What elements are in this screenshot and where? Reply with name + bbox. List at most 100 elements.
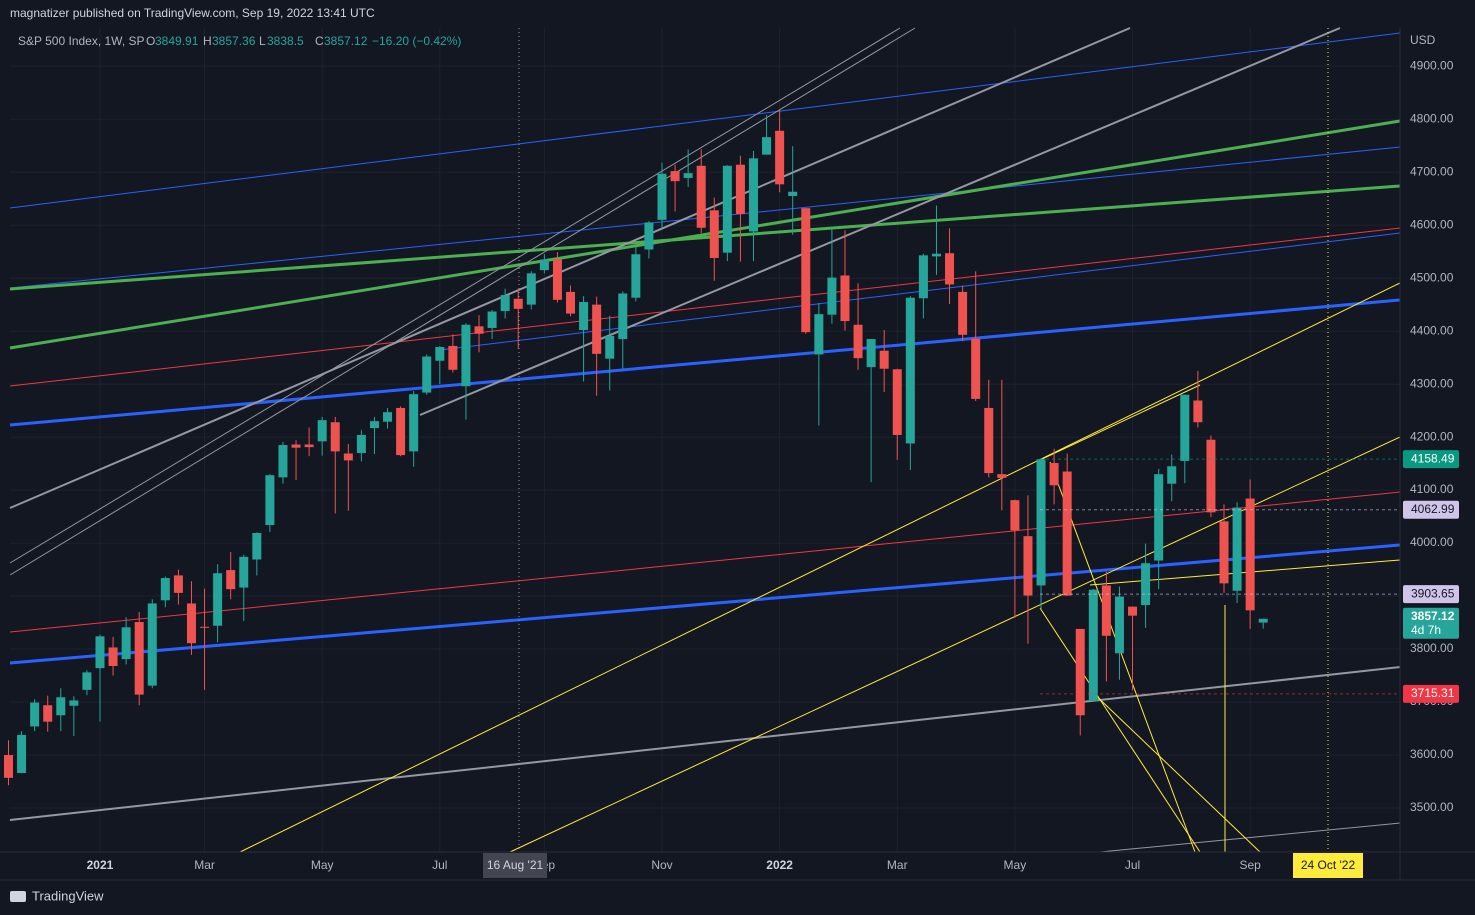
trend-line: [1039, 384, 1201, 461]
y-tick-label: 4100.00: [1410, 482, 1454, 496]
candle-body: [474, 326, 484, 334]
candle-body: [1206, 439, 1216, 513]
candle-body: [239, 556, 249, 588]
y-tick-label: 3800.00: [1410, 641, 1454, 655]
candle-body: [984, 407, 994, 474]
candle-body: [435, 347, 445, 361]
candle-body: [1101, 585, 1111, 636]
candle-body: [95, 636, 105, 669]
l-label: L: [259, 34, 266, 48]
trend-line: [9, 491, 1401, 633]
price-label: 4062.99: [1411, 502, 1455, 516]
y-tick-label: 3500.00: [1410, 800, 1454, 814]
trend-line: [9, 666, 1401, 821]
trend-line: [239, 282, 1401, 853]
candle-body: [30, 702, 40, 727]
candle-body: [1154, 474, 1164, 561]
candle-body: [657, 173, 667, 220]
candle-body: [1193, 400, 1203, 423]
trend-line: [9, 543, 1401, 665]
candle-body: [356, 434, 366, 453]
candle-body: [69, 700, 79, 706]
candle-body: [971, 338, 981, 399]
trend-line: [9, 184, 1401, 291]
x-tick-label: May: [1004, 858, 1027, 872]
candle-body: [278, 445, 288, 478]
price-label-bg: [1403, 450, 1459, 469]
candle-body: [696, 165, 706, 228]
trend-line: [9, 27, 916, 576]
x-tick-label: Sep: [1239, 858, 1261, 872]
y-tick-label: 4500.00: [1410, 270, 1454, 284]
candle-body: [997, 474, 1007, 478]
trend-line: [9, 119, 1401, 350]
candle-body: [1141, 563, 1151, 606]
trend-line: [1089, 689, 1261, 853]
candle-body: [931, 253, 941, 257]
candle-body: [317, 420, 327, 442]
candle-body: [160, 578, 170, 601]
x-tick-label: Jul: [432, 858, 447, 872]
trend-line: [1099, 822, 1401, 853]
candle-body: [1245, 498, 1255, 611]
candle-body: [173, 575, 183, 593]
candle-body: [369, 421, 379, 429]
trend-line: [419, 27, 1341, 416]
candle-body: [147, 603, 157, 686]
candle-body: [1088, 589, 1098, 701]
date-label-bg: [483, 853, 547, 878]
date-label: 24 Oct '22: [1301, 858, 1356, 872]
price-label-bg: [1403, 585, 1459, 604]
candle-body: [644, 222, 654, 250]
candle-body: [1049, 463, 1059, 486]
candle-body: [618, 293, 628, 340]
x-tick-label: 2022: [766, 858, 793, 872]
candle-body: [801, 208, 811, 333]
candle-body: [265, 475, 275, 526]
candle-body: [330, 422, 340, 452]
y-tick-label: 4000.00: [1410, 535, 1454, 549]
candle-body: [1219, 521, 1229, 584]
candle-body: [579, 301, 589, 331]
trend-line: [1039, 607, 1201, 853]
x-tick-label: Nov: [651, 858, 672, 872]
x-tick-label: Mar: [194, 858, 215, 872]
trend-line: [9, 27, 1131, 509]
y-tick-label: 4900.00: [1410, 58, 1454, 72]
candle-body: [853, 324, 863, 359]
candle-body: [17, 734, 27, 774]
candle-body: [827, 277, 837, 315]
symbol: S&P 500 Index, 1W, SP: [18, 34, 145, 48]
candle-body: [539, 259, 549, 271]
y-tick-label: 4700.00: [1410, 164, 1454, 178]
candle-body: [43, 705, 53, 722]
candle-body: [905, 297, 915, 444]
candle-body: [134, 622, 144, 695]
candle-body: [4, 755, 13, 778]
price-label-bg: [1403, 500, 1459, 519]
candle-body: [879, 350, 889, 369]
candle-body: [918, 255, 928, 299]
candle-body: [592, 304, 602, 354]
candle-body: [1180, 394, 1190, 461]
candle-body: [1023, 536, 1033, 596]
y-tick-label: 4200.00: [1410, 429, 1454, 443]
y-tick-label: 3600.00: [1410, 747, 1454, 761]
c-label: C: [315, 34, 324, 48]
legend: S&P 500 Index, 1W, SP O 3849.91 H 3857.3…: [18, 34, 461, 48]
x-tick-label: May: [311, 858, 334, 872]
c-value: 3857.12: [324, 34, 368, 48]
candle-body: [722, 165, 732, 253]
candle-body: [291, 444, 301, 448]
candle-body: [814, 314, 824, 355]
candle-body: [1128, 606, 1138, 616]
trend-line: [9, 298, 1401, 427]
candle-body: [566, 291, 576, 314]
x-tick-label: 2021: [87, 858, 114, 872]
candle-body: [775, 130, 785, 185]
candle-body: [226, 570, 236, 590]
date-label: 16 Aug '21: [487, 858, 544, 872]
price-label: 4158.49: [1411, 451, 1455, 465]
